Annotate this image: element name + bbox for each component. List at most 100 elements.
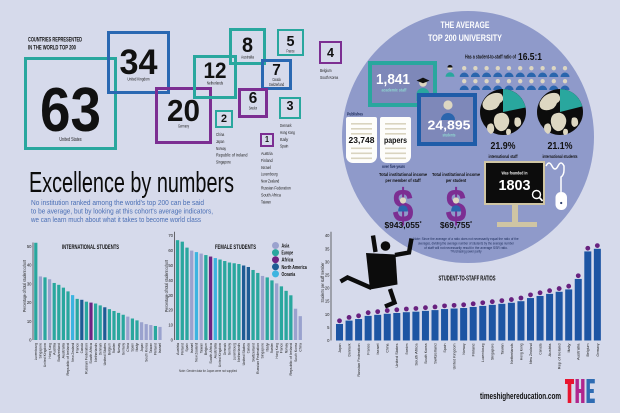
svg-text:Africa: Africa [282,258,294,264]
svg-text:15: 15 [325,299,330,304]
svg-text:20: 20 [325,286,330,291]
svg-text:Singapore: Singapore [216,160,231,165]
svg-text:South Africa: South Africa [209,343,213,364]
svg-text:Taiwan: Taiwan [199,343,203,353]
svg-text:Singapore: Singapore [261,343,265,359]
svg-text:Taiwan: Taiwan [261,199,271,204]
svg-text:Norway: Norway [216,146,226,151]
svg-text:New Zealand: New Zealand [71,343,75,362]
svg-text:THE AVERAGE: THE AVERAGE [441,20,490,31]
svg-text:France: France [280,343,284,353]
svg-text:Finland: Finland [472,343,476,356]
svg-text:20: 20 [27,300,32,305]
svg-text:Taiwan: Taiwan [500,343,504,354]
svg-text:South Korea: South Korea [320,75,339,80]
svg-text:Canada: Canada [538,343,542,354]
svg-text:10: 10 [168,323,173,328]
svg-text:COUNTRIES REPRESENTED: COUNTRIES REPRESENTED [28,37,82,44]
svg-text:Australia: Australia [214,343,218,359]
svg-text:Spain: Spain [280,144,289,149]
svg-text:international staff: international staff [489,154,518,159]
svg-text:South Korea: South Korea [294,343,298,362]
svg-text:Canada: Canada [247,343,251,353]
svg-text:STUDENT-TO-STAFF RATIOS: STUDENT-TO-STAFF RATIOS [439,276,496,283]
svg-text:Singapore: Singapore [39,343,43,359]
svg-text:United States: United States [59,137,82,143]
svg-text:Israel: Israel [158,343,162,354]
svg-text:Austria: Austria [176,343,180,355]
svg-text:Australia: Australia [62,343,66,359]
svg-text:$943,055*: $943,055* [385,220,422,230]
svg-text:Germany: Germany [596,343,600,356]
svg-text:Luxembourg: Luxembourg [261,172,278,177]
svg-text:China: China [298,343,302,352]
svg-text:0: 0 [171,338,174,343]
svg-text:timeshighereducation.com: timeshighereducation.com [480,391,561,401]
svg-text:Israel: Israel [190,343,194,354]
svg-text:70: 70 [168,233,173,238]
svg-text:No institution ranked among th: No institution ranked among the world's … [31,198,204,207]
svg-text:Switzerland: Switzerland [269,82,285,87]
svg-text:Hong Kong: Hong Kong [275,343,279,359]
svg-text:INTERNATIONAL STUDENTS: INTERNATIONAL STUDENTS [62,244,119,251]
svg-text:Rep of Ireland: Rep of Ireland [558,343,562,369]
svg-text:0: 0 [327,338,330,343]
svg-text:1803: 1803 [499,178,531,194]
svg-text:2: 2 [221,113,227,125]
svg-text:Has a student-to-staff ratio o: Has a student-to-staff ratio of [465,55,516,61]
svg-text:New Zealand: New Zealand [261,179,280,184]
svg-text:Russian Federation: Russian Federation [85,343,89,374]
svg-text:South Africa: South Africa [414,343,418,365]
svg-text:France: France [75,343,79,353]
svg-text:United States: United States [103,343,107,366]
svg-text:40: 40 [168,278,173,283]
svg-text:Russian Federation: Russian Federation [357,343,361,376]
svg-text:Austria: Austria [52,343,56,355]
svg-text:South Africa: South Africa [89,343,93,364]
svg-text:Singapore: Singapore [491,343,495,360]
svg-text:24,895: 24,895 [428,118,471,133]
svg-text:over five years: over five years [382,164,405,169]
svg-text:Luxembourg: Luxembourg [34,343,38,360]
svg-text:Italy: Italy [265,343,269,352]
svg-text:30: 30 [325,259,330,264]
svg-text:Australia: Australia [241,55,254,60]
svg-text:Republic of Ireland: Republic of Ireland [216,153,248,158]
svg-text:Spain: Spain [443,343,447,352]
svg-text:France: France [367,343,371,354]
svg-text:Japan: Japan [216,139,225,144]
svg-text:Sweden: Sweden [112,343,116,353]
svg-text:Japan: Japan [338,343,342,352]
svg-text:TOP 200 UNIVERSITY: TOP 200 UNIVERSITY [428,33,502,44]
svg-text:Norway: Norway [462,343,466,354]
svg-text:of staff will not necessarily: of staff will not necessarily result in … [424,246,508,250]
svg-text:South Korea: South Korea [144,343,148,362]
svg-text:1,841: 1,841 [376,72,410,88]
svg-text:25: 25 [325,273,330,278]
svg-text:50: 50 [27,244,32,249]
svg-text:Germany: Germany [121,343,125,355]
svg-text:Sweden: Sweden [249,106,258,111]
svg-text:Students per staff member: Students per staff member [320,262,325,302]
svg-text:*Purchasing power parity: *Purchasing power parity [451,250,482,254]
svg-text:Japan: Japan [140,343,144,352]
svg-text:Europe: Europe [282,251,294,257]
svg-text:Spain: Spain [131,343,135,352]
svg-text:Switzerland: Switzerland [251,343,255,362]
svg-text:50: 50 [168,263,173,268]
svg-text:Canada: Canada [272,77,281,82]
svg-text:30: 30 [168,293,173,298]
svg-text:New Zealand: New Zealand [195,343,199,362]
svg-text:Asia: Asia [282,244,290,250]
svg-text:Russian Federation: Russian Federation [256,343,260,374]
svg-text:Luxembourg: Luxembourg [232,343,236,360]
svg-text:Percentage of total student co: Percentage of total student cohort [22,259,27,312]
svg-text:34: 34 [120,43,159,82]
svg-text:7: 7 [272,62,281,79]
svg-text:40: 40 [325,233,330,238]
svg-text:5: 5 [327,325,330,330]
svg-text:21.9%: 21.9% [491,140,517,152]
svg-text:Publishes: Publishes [347,112,363,117]
svg-text:Switzerland: Switzerland [57,343,61,362]
svg-text:10: 10 [27,319,32,324]
